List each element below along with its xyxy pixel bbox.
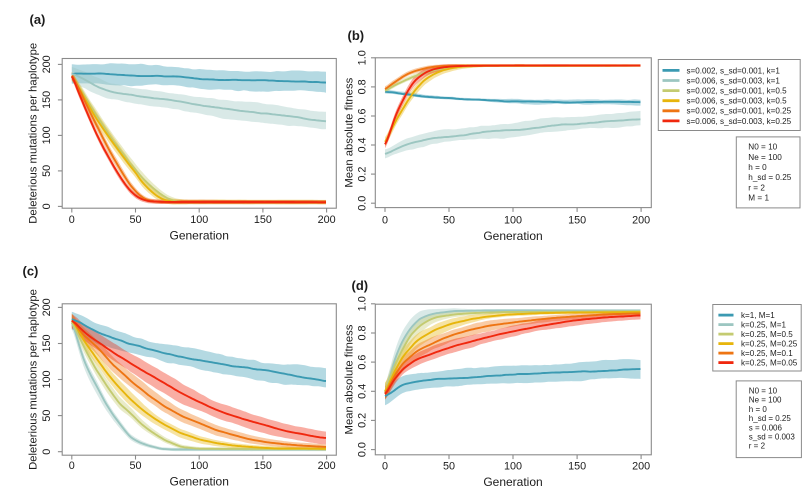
svg-text:h = 0: h = 0 <box>748 163 767 172</box>
svg-text:Generation: Generation <box>170 229 229 243</box>
svg-text:(a): (a) <box>30 12 46 27</box>
svg-text:150: 150 <box>568 461 586 473</box>
svg-text:h_sd = 0.25: h_sd = 0.25 <box>748 173 791 182</box>
svg-text:50: 50 <box>41 165 53 177</box>
svg-text:200: 200 <box>318 460 336 472</box>
svg-text:Mean absolute fitness: Mean absolute fitness <box>344 77 356 187</box>
svg-text:200: 200 <box>318 214 336 226</box>
svg-text:0: 0 <box>41 449 53 455</box>
svg-text:k=0.25, M=0.1: k=0.25, M=0.1 <box>741 349 793 358</box>
svg-text:s=0.006, s_sd=0.003, k=0.5: s=0.006, s_sd=0.003, k=0.5 <box>687 97 788 106</box>
svg-text:0.0: 0.0 <box>357 196 369 211</box>
svg-text:Generation: Generation <box>170 475 229 489</box>
svg-text:50: 50 <box>129 214 141 226</box>
svg-text:1.0: 1.0 <box>357 296 369 311</box>
svg-text:k=0.25, M=1: k=0.25, M=1 <box>741 321 786 330</box>
svg-text:s = 0.006: s = 0.006 <box>749 423 783 432</box>
svg-text:r = 2: r = 2 <box>749 442 766 451</box>
svg-text:0.4: 0.4 <box>357 384 369 399</box>
svg-text:100: 100 <box>41 370 53 388</box>
svg-text:(c): (c) <box>23 264 39 279</box>
svg-text:200: 200 <box>632 215 650 227</box>
svg-text:100: 100 <box>504 215 522 227</box>
svg-text:150: 150 <box>254 214 272 226</box>
svg-text:M = 1: M = 1 <box>748 194 769 203</box>
svg-text:0: 0 <box>69 214 75 226</box>
svg-text:50: 50 <box>129 460 141 472</box>
svg-text:h_sd = 0.25: h_sd = 0.25 <box>749 414 792 423</box>
svg-text:50: 50 <box>41 410 53 422</box>
svg-text:s=0.006, s_sd=0.003, k=1: s=0.006, s_sd=0.003, k=1 <box>687 76 781 85</box>
svg-text:200: 200 <box>632 461 650 473</box>
svg-text:0.8: 0.8 <box>357 79 369 94</box>
svg-text:0: 0 <box>382 215 388 227</box>
svg-text:0: 0 <box>41 203 53 209</box>
svg-text:s=0.002, s_sd=0.001, k=0.25: s=0.002, s_sd=0.001, k=0.25 <box>687 107 792 116</box>
svg-text:0.8: 0.8 <box>357 325 369 340</box>
svg-text:150: 150 <box>254 460 272 472</box>
svg-text:100: 100 <box>190 460 208 472</box>
svg-text:50: 50 <box>443 215 455 227</box>
svg-text:100: 100 <box>41 126 53 144</box>
svg-text:(b): (b) <box>348 28 365 43</box>
svg-text:100: 100 <box>504 461 522 473</box>
svg-text:Generation: Generation <box>483 229 542 243</box>
svg-text:k=1, M=1: k=1, M=1 <box>741 311 775 320</box>
svg-text:0: 0 <box>69 460 75 472</box>
svg-text:k=0.25, M=0.25: k=0.25, M=0.25 <box>741 340 798 349</box>
svg-text:50: 50 <box>443 461 455 473</box>
svg-text:200: 200 <box>41 55 53 73</box>
svg-text:k=0.25, M=0.5: k=0.25, M=0.5 <box>741 330 793 339</box>
svg-text:0.2: 0.2 <box>357 167 369 182</box>
svg-text:0.0: 0.0 <box>357 442 369 457</box>
svg-text:s=0.002, s_sd=0.001, k=0.5: s=0.002, s_sd=0.001, k=0.5 <box>687 87 788 96</box>
svg-text:k=0.25, M=0.05: k=0.25, M=0.05 <box>741 359 798 368</box>
svg-text:Ne = 100: Ne = 100 <box>749 396 782 405</box>
svg-text:0.2: 0.2 <box>357 413 369 428</box>
svg-text:s=0.006, s_sd=0.003, k=0.25: s=0.006, s_sd=0.003, k=0.25 <box>687 117 792 126</box>
svg-text:r = 2: r = 2 <box>748 183 765 192</box>
svg-text:0.6: 0.6 <box>357 108 369 123</box>
svg-text:0: 0 <box>382 461 388 473</box>
svg-text:(d): (d) <box>352 278 369 293</box>
svg-text:0.4: 0.4 <box>357 137 369 152</box>
svg-text:0.6: 0.6 <box>357 355 369 370</box>
svg-text:150: 150 <box>41 334 53 352</box>
svg-text:s=0.002, s_sd=0.001, k=1: s=0.002, s_sd=0.001, k=1 <box>687 66 781 75</box>
svg-text:N0 = 10: N0 = 10 <box>748 143 777 152</box>
svg-text:200: 200 <box>41 298 53 316</box>
svg-text:Mean absolute fitness: Mean absolute fitness <box>344 324 356 434</box>
svg-text:150: 150 <box>568 215 586 227</box>
svg-text:Generation: Generation <box>483 475 542 489</box>
svg-text:100: 100 <box>190 214 208 226</box>
svg-text:s_sd = 0.003: s_sd = 0.003 <box>749 433 796 442</box>
svg-text:N0 = 10: N0 = 10 <box>749 387 778 396</box>
svg-text:150: 150 <box>41 91 53 109</box>
svg-text:Ne = 100: Ne = 100 <box>748 153 782 162</box>
svg-text:Deleterious mutations per hapl: Deleterious mutations per haplotype <box>28 289 40 470</box>
svg-text:1.0: 1.0 <box>357 50 369 65</box>
svg-text:Deleterious mutations per hapl: Deleterious mutations per haplotype <box>28 43 40 224</box>
svg-text:h = 0: h = 0 <box>749 405 768 414</box>
